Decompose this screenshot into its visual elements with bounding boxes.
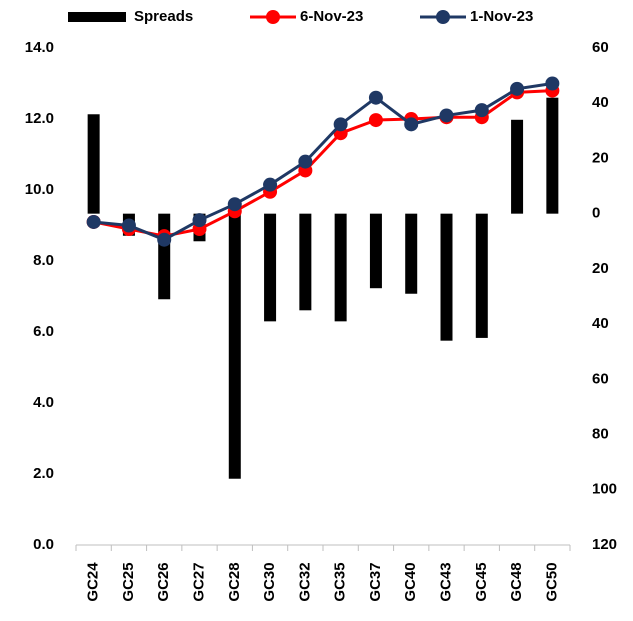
y-tick-label: 10.0 <box>25 181 54 198</box>
marker <box>192 213 207 228</box>
bar <box>369 213 382 289</box>
marker <box>298 154 313 169</box>
x-tick-label: GC45 <box>473 562 490 601</box>
x-tick-label: GC43 <box>437 562 454 601</box>
legend-label: 1-Nov-23 <box>470 8 533 25</box>
bar <box>405 213 418 294</box>
y-tick-label: 0.0 <box>33 536 54 553</box>
bar <box>299 213 312 311</box>
x-tick-label: GC30 <box>261 562 278 601</box>
bar <box>440 213 453 341</box>
y2-tick-label: 40 <box>592 315 609 332</box>
bar <box>228 213 241 479</box>
bar <box>87 114 100 214</box>
x-tick-label: GC27 <box>190 562 207 601</box>
legend-label: 6-Nov-23 <box>300 8 363 25</box>
y2-tick-label: 20 <box>592 260 609 277</box>
legend-swatch <box>436 10 450 24</box>
marker <box>157 232 172 247</box>
marker <box>368 113 383 128</box>
x-tick-label: GC48 <box>508 562 525 601</box>
y2-tick-label: 100 <box>592 481 617 498</box>
bar <box>546 97 559 214</box>
bar <box>264 213 277 322</box>
x-tick-label: GC24 <box>85 562 102 602</box>
y2-tick-label: 20 <box>592 149 609 166</box>
x-tick-label: GC28 <box>226 562 243 601</box>
legend-swatch <box>68 12 126 22</box>
marker <box>545 76 560 91</box>
y2-tick-label: 0 <box>592 205 600 222</box>
x-tick-label: GC32 <box>296 562 313 601</box>
x-tick-label: GC50 <box>543 562 560 601</box>
marker <box>227 197 242 212</box>
x-tick-label: GC26 <box>155 562 172 601</box>
x-tick-label: GC37 <box>367 562 384 601</box>
legend-label: Spreads <box>134 8 193 25</box>
y2-tick-label: 80 <box>592 426 609 443</box>
bar <box>334 213 347 322</box>
bar <box>475 213 488 338</box>
bar <box>158 213 171 300</box>
marker <box>474 103 489 118</box>
y2-tick-label: 60 <box>592 39 609 56</box>
marker <box>263 177 278 192</box>
y2-tick-label: 60 <box>592 370 609 387</box>
marker <box>368 90 383 105</box>
y-tick-label: 14.0 <box>25 39 54 56</box>
y2-tick-label: 40 <box>592 94 609 111</box>
legend-swatch <box>266 10 280 24</box>
marker <box>86 214 101 229</box>
marker <box>121 218 136 233</box>
y-tick-label: 4.0 <box>33 394 54 411</box>
x-tick-label: GC35 <box>332 562 349 601</box>
y-tick-label: 12.0 <box>25 110 54 127</box>
marker <box>404 117 419 132</box>
marker <box>439 108 454 123</box>
y2-tick-label: 120 <box>592 536 617 553</box>
y-tick-label: 8.0 <box>33 252 54 269</box>
marker <box>510 81 525 96</box>
y-tick-label: 6.0 <box>33 323 54 340</box>
marker <box>333 117 348 132</box>
x-tick-label: GC25 <box>120 562 137 601</box>
y-tick-label: 2.0 <box>33 465 54 482</box>
bar <box>511 119 524 214</box>
x-tick-label: GC40 <box>402 562 419 601</box>
